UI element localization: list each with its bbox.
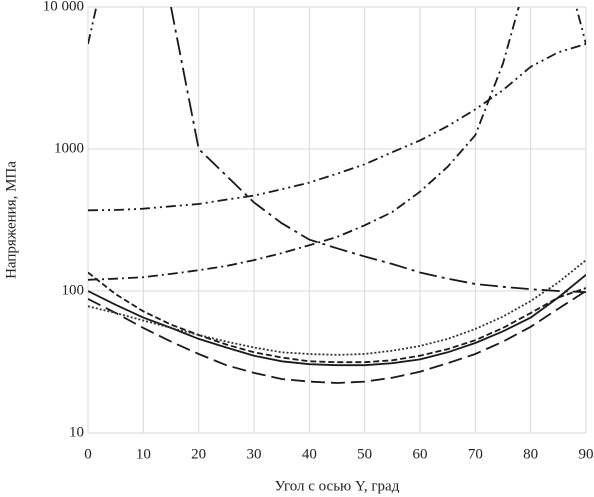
y-tick-label: 100 — [62, 282, 85, 298]
series-line — [88, 7, 520, 281]
series-line — [88, 259, 586, 356]
series-line — [170, 7, 586, 294]
x-tick-label: 60 — [413, 446, 428, 462]
x-tick-label: 70 — [468, 446, 483, 462]
y-tick-label: 1000 — [54, 140, 84, 156]
y-tick-label: 10 000 — [43, 0, 84, 14]
x-tick-label: 50 — [357, 446, 372, 462]
x-axis-label: Угол с осью Y, град — [275, 478, 400, 494]
series-line — [88, 7, 586, 45]
x-tick-label: 10 — [136, 446, 151, 462]
series-line — [88, 271, 586, 364]
x-tick-label: 20 — [191, 446, 206, 462]
x-tick-label: 80 — [523, 446, 538, 462]
x-tick-label: 30 — [247, 446, 262, 462]
series-line — [88, 290, 586, 384]
y-tick-label: 10 — [69, 424, 84, 440]
x-tick-label: 0 — [84, 446, 92, 462]
x-tick-label: 40 — [302, 446, 317, 462]
series-line — [88, 43, 586, 212]
x-tick-label: 90 — [579, 446, 594, 462]
y-axis-label: Напряжения, МПа — [3, 161, 19, 279]
